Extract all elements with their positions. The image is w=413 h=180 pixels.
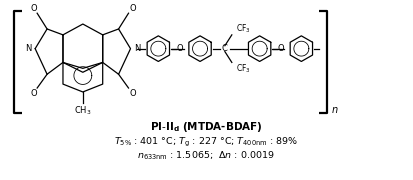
Text: $n$: $n$ — [331, 105, 339, 115]
Text: CH$_3$: CH$_3$ — [74, 104, 92, 117]
Text: $\mathbf{PI\text{-}II_d}$ (MTDA-BDAF): $\mathbf{PI\text{-}II_d}$ (MTDA-BDAF) — [150, 120, 262, 134]
Text: O: O — [129, 89, 136, 98]
Text: O: O — [31, 4, 38, 13]
Text: N: N — [134, 44, 141, 53]
Text: N: N — [25, 44, 31, 53]
Text: O: O — [277, 44, 284, 53]
Text: O: O — [177, 44, 183, 53]
Text: $\mathit{T}_{5\%}$ : 401 °C; $\mathit{T}_{\mathrm{g}}$ : 227 °C; $\mathit{T}_{\m: $\mathit{T}_{5\%}$ : 401 °C; $\mathit{T}… — [114, 136, 298, 149]
Text: O: O — [31, 89, 38, 98]
Text: CF$_3$: CF$_3$ — [236, 62, 251, 75]
Text: $\mathit{n}_{\mathrm{633nm}}$ : 1.5065;  $\Delta\mathit{n}$ : 0.0019: $\mathit{n}_{\mathrm{633nm}}$ : 1.5065; … — [137, 150, 275, 162]
Text: C: C — [222, 44, 228, 53]
Text: CF$_3$: CF$_3$ — [236, 23, 251, 35]
Text: O: O — [129, 4, 136, 13]
